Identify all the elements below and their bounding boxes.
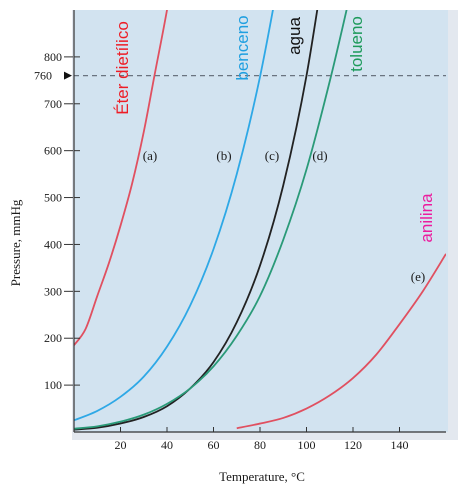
y-tick-label: 800: [44, 50, 62, 64]
y-ticks: 100 200 300 400 500 600 700 800: [44, 50, 80, 392]
x-ticks: 20 40 60 80 100 120 140: [115, 427, 409, 452]
series-label-benceno: benceno: [233, 15, 252, 80]
curve-letter-e: (e): [411, 269, 425, 284]
series-layer: [74, 10, 446, 431]
curve-letter-c: (c): [265, 148, 279, 163]
x-axis-title: Temperature, °C: [219, 469, 305, 484]
series-line-agua: [74, 10, 319, 431]
reference-line-label: 760: [34, 69, 52, 83]
x-tick-label: 120: [344, 438, 362, 452]
curve-letter-d: (d): [312, 148, 327, 163]
y-tick-label: 100: [44, 378, 62, 392]
x-tick-label: 20: [115, 438, 127, 452]
y-tick-label: 700: [44, 97, 62, 111]
y-tick-label: 300: [44, 284, 62, 298]
curve-letter-a: (a): [143, 148, 157, 163]
y-tick-label: 600: [44, 144, 62, 158]
x-tick-label: 60: [208, 438, 220, 452]
series-label-anilina: anilina: [417, 193, 436, 243]
series-line-anilina: [236, 253, 446, 430]
series-line-benceno: [74, 10, 274, 422]
series-line-eter: [74, 10, 168, 346]
x-tick-label: 40: [161, 438, 173, 452]
y-tick-label: 200: [44, 331, 62, 345]
x-tick-label: 140: [391, 438, 409, 452]
series-label-eter: Éter dietílico: [113, 21, 132, 115]
series-line-tolueno: [74, 10, 348, 430]
series-label-agua: agua: [285, 17, 304, 55]
y-tick-label: 400: [44, 237, 62, 251]
plot-background: [74, 10, 448, 432]
reference-arrow-icon: [64, 71, 72, 80]
curve-letter-b: (b): [216, 148, 231, 163]
x-tick-label: 80: [254, 438, 266, 452]
x-tick-label: 100: [298, 438, 316, 452]
series-label-tolueno: tolueno: [347, 16, 366, 72]
y-tick-label: 500: [44, 191, 62, 205]
y-axis-title: Pressure, mmHg: [8, 199, 23, 286]
